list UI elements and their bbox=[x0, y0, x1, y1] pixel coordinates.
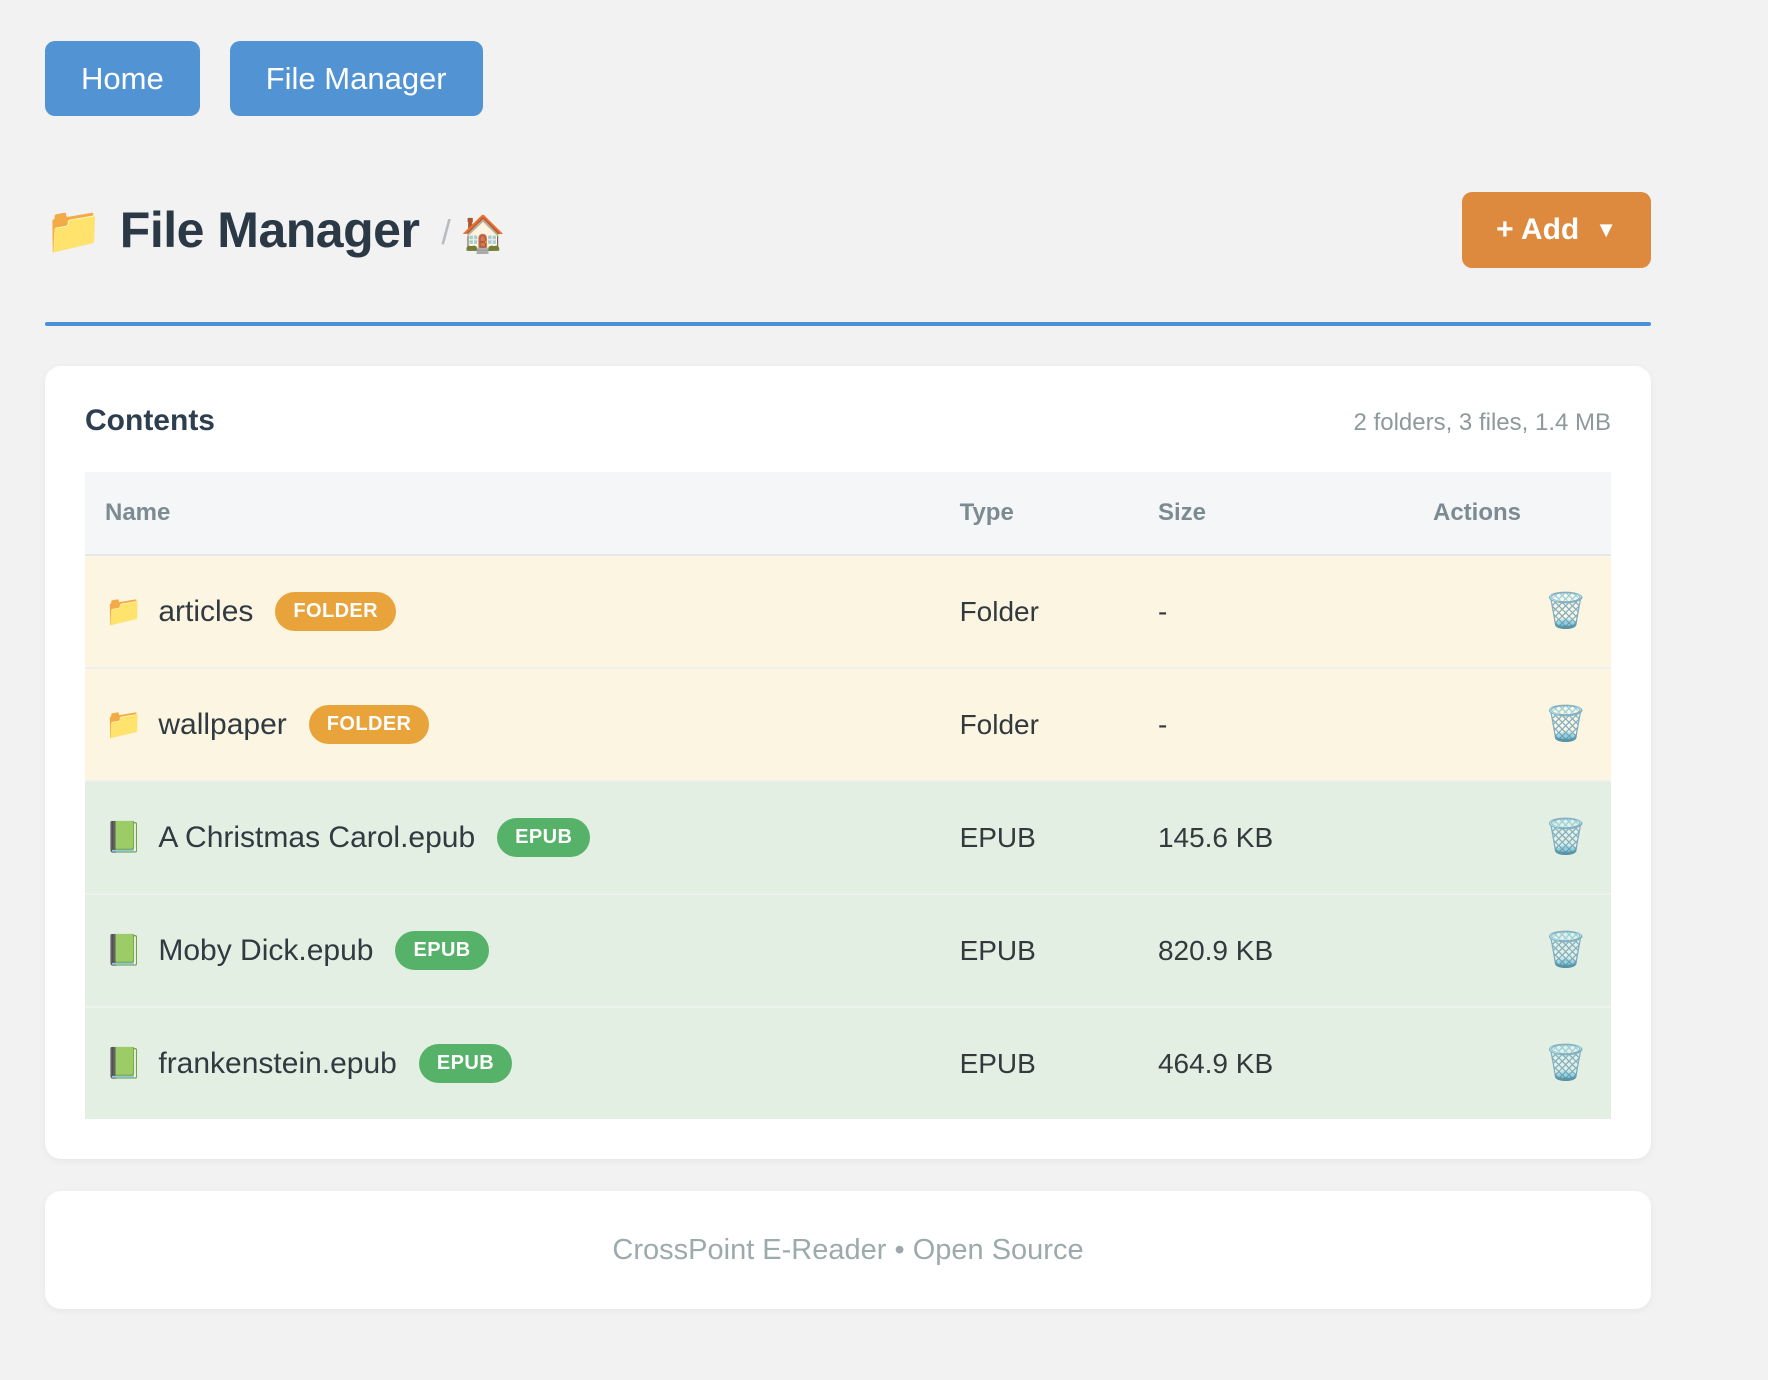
size-cell: 145.6 KB bbox=[1137, 780, 1383, 894]
home-icon: 🏠 bbox=[460, 213, 506, 254]
contents-heading: Contents bbox=[85, 404, 215, 437]
file-name-link[interactable]: articles bbox=[158, 594, 254, 628]
breadcrumb-home-link[interactable]: 🏠 bbox=[461, 213, 506, 255]
chevron-down-icon: ▼ bbox=[1595, 217, 1617, 242]
trash-icon: 🗑️ bbox=[1544, 818, 1587, 856]
size-cell: - bbox=[1137, 667, 1383, 781]
folder-icon: 📁 bbox=[105, 708, 143, 741]
file-name-link[interactable]: wallpaper bbox=[158, 707, 287, 741]
column-header-name: Name bbox=[85, 472, 940, 556]
delete-button[interactable]: 🗑️ bbox=[1545, 707, 1587, 741]
header-divider bbox=[45, 322, 1651, 326]
type-cell: EPUB bbox=[939, 893, 1138, 1007]
nav-home-button[interactable]: Home bbox=[45, 41, 200, 116]
file-table-body: 📁 articles FOLDER Folder - 🗑️ 📁 wallpape… bbox=[85, 555, 1611, 1119]
file-name-link[interactable]: frankenstein.epub bbox=[158, 1046, 397, 1080]
size-cell: 820.9 KB bbox=[1137, 893, 1383, 1007]
folder-icon: 📁 bbox=[105, 595, 143, 628]
column-header-size: Size bbox=[1137, 472, 1383, 556]
delete-button[interactable]: 🗑️ bbox=[1545, 594, 1587, 628]
book-icon: 📗 bbox=[105, 1047, 143, 1080]
contents-summary: 2 folders, 3 files, 1.4 MB bbox=[1353, 409, 1611, 436]
nav-file-manager-button[interactable]: File Manager bbox=[229, 41, 483, 116]
add-button[interactable]: + Add ▼ bbox=[1462, 192, 1651, 268]
table-row[interactable]: 📗 Moby Dick.epub EPUB EPUB 820.9 KB 🗑️ bbox=[85, 893, 1611, 1007]
trash-icon: 🗑️ bbox=[1544, 931, 1587, 969]
size-cell: 464.9 KB bbox=[1137, 1006, 1383, 1119]
page-title-text: File Manager bbox=[119, 202, 420, 258]
type-cell: EPUB bbox=[939, 780, 1138, 894]
page-header: 📁 File Manager / 🏠 + Add ▼ bbox=[45, 192, 1651, 268]
file-name-link[interactable]: A Christmas Carol.epub bbox=[158, 820, 476, 854]
column-header-type: Type bbox=[939, 472, 1138, 556]
footer-text: CrossPoint E-Reader • Open Source bbox=[612, 1233, 1084, 1266]
book-icon: 📗 bbox=[105, 821, 143, 854]
trash-icon: 🗑️ bbox=[1544, 705, 1587, 743]
table-row[interactable]: 📁 articles FOLDER Folder - 🗑️ bbox=[85, 555, 1611, 668]
breadcrumb-separator: / bbox=[441, 213, 451, 252]
column-header-actions: Actions bbox=[1382, 472, 1611, 556]
type-cell: EPUB bbox=[939, 1006, 1138, 1119]
delete-button[interactable]: 🗑️ bbox=[1545, 820, 1587, 854]
folder-icon: 📁 bbox=[45, 203, 102, 256]
type-badge: EPUB bbox=[418, 1044, 513, 1083]
table-row[interactable]: 📁 wallpaper FOLDER Folder - 🗑️ bbox=[85, 667, 1611, 781]
delete-button[interactable]: 🗑️ bbox=[1545, 933, 1587, 967]
table-row[interactable]: 📗 frankenstein.epub EPUB EPUB 464.9 KB 🗑… bbox=[85, 1006, 1611, 1119]
table-row[interactable]: 📗 A Christmas Carol.epub EPUB EPUB 145.6… bbox=[85, 780, 1611, 894]
type-badge: FOLDER bbox=[275, 592, 397, 631]
book-icon: 📗 bbox=[105, 934, 143, 967]
delete-button[interactable]: 🗑️ bbox=[1545, 1046, 1587, 1080]
trash-icon: 🗑️ bbox=[1544, 592, 1587, 630]
title-wrap: 📁 File Manager / 🏠 bbox=[45, 201, 506, 259]
type-cell: Folder bbox=[939, 555, 1138, 668]
add-button-label: + Add bbox=[1496, 213, 1580, 246]
contents-card: Contents 2 folders, 3 files, 1.4 MB Name… bbox=[45, 366, 1651, 1159]
footer: CrossPoint E-Reader • Open Source bbox=[45, 1191, 1651, 1309]
trash-icon: 🗑️ bbox=[1544, 1044, 1587, 1082]
top-nav: Home File Manager bbox=[45, 41, 1651, 116]
type-badge: FOLDER bbox=[308, 705, 430, 744]
file-name-link[interactable]: Moby Dick.epub bbox=[158, 933, 374, 967]
type-cell: Folder bbox=[939, 667, 1138, 781]
type-badge: EPUB bbox=[395, 931, 489, 970]
contents-card-header: Contents 2 folders, 3 files, 1.4 MB bbox=[85, 404, 1611, 438]
type-badge: EPUB bbox=[497, 818, 591, 857]
table-header-row: Name Type Size Actions bbox=[85, 472, 1611, 556]
page: Home File Manager 📁 File Manager / 🏠 + A… bbox=[45, 41, 1651, 1309]
page-title: 📁 File Manager bbox=[45, 201, 420, 259]
size-cell: - bbox=[1137, 555, 1383, 668]
file-table: Name Type Size Actions 📁 articles FOLDER… bbox=[85, 472, 1611, 1119]
